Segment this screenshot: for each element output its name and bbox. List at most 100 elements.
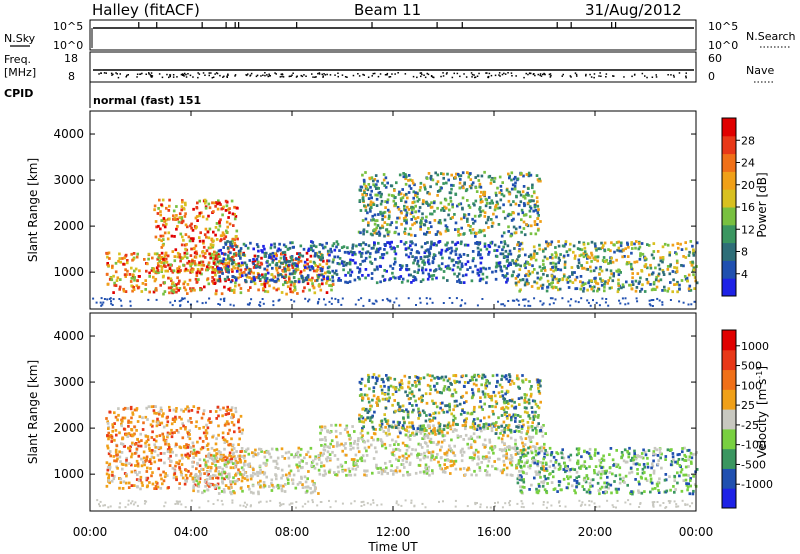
range-cell xyxy=(394,202,397,205)
range-cell xyxy=(125,473,128,476)
range-cell xyxy=(373,446,377,450)
range-cell xyxy=(517,299,520,302)
range-cell xyxy=(113,438,116,442)
range-cell xyxy=(328,431,332,434)
range-cell xyxy=(357,439,360,443)
range-cell xyxy=(509,454,513,457)
range-cell xyxy=(367,375,371,379)
range-cell xyxy=(157,411,161,414)
range-cell xyxy=(154,235,158,239)
range-cell xyxy=(397,232,400,236)
range-cell xyxy=(229,288,232,292)
range-cell xyxy=(472,418,476,421)
range-cell xyxy=(224,252,227,256)
range-cell xyxy=(482,193,485,197)
range-cell xyxy=(397,459,400,462)
range-cell xyxy=(471,458,474,462)
range-cell xyxy=(195,281,199,284)
range-cell xyxy=(184,203,187,207)
range-cell xyxy=(189,417,192,420)
range-cell xyxy=(258,274,261,278)
range-cell xyxy=(218,221,221,225)
range-cell xyxy=(241,476,244,479)
range-cell xyxy=(502,194,506,198)
range-cell xyxy=(106,262,109,265)
range-cell xyxy=(164,472,167,475)
range-cell xyxy=(538,247,541,251)
range-cell xyxy=(374,257,377,261)
range-cell xyxy=(509,234,513,238)
range-cell xyxy=(485,455,488,458)
range-cell xyxy=(115,444,119,448)
range-cell xyxy=(324,271,327,275)
range-cell xyxy=(407,454,411,458)
range-cell xyxy=(473,219,477,223)
range-cell xyxy=(600,283,604,287)
range-cell xyxy=(204,205,208,209)
range-cell xyxy=(469,435,473,439)
range-cell xyxy=(295,463,298,467)
range-cell xyxy=(106,446,110,450)
range-cell xyxy=(367,221,370,225)
range-cell xyxy=(369,200,373,204)
nsky-strip: N.Sky 10^5 10^0 10^5 10^0 N.Search xyxy=(4,19,796,52)
range-cell xyxy=(243,477,247,480)
range-cell xyxy=(443,205,446,209)
range-cell xyxy=(376,250,380,254)
range-cell xyxy=(111,266,114,270)
range-cell xyxy=(542,263,545,266)
range-cell xyxy=(421,268,424,272)
range-cell xyxy=(352,463,355,467)
range-cell xyxy=(292,455,296,459)
range-cell xyxy=(527,465,530,469)
range-cell xyxy=(263,285,267,289)
range-cell xyxy=(179,304,182,307)
range-cell xyxy=(615,258,618,262)
range-cell xyxy=(422,259,425,263)
range-cell xyxy=(155,270,158,274)
range-cell xyxy=(485,473,489,477)
range-cell xyxy=(163,231,167,235)
range-cell xyxy=(549,297,552,300)
range-cell xyxy=(303,268,306,272)
range-cell xyxy=(429,441,433,444)
range-cell xyxy=(510,418,513,422)
range-cell xyxy=(417,397,421,401)
range-cell xyxy=(186,225,189,229)
range-cell xyxy=(333,471,336,474)
range-cell xyxy=(389,376,392,380)
range-cell xyxy=(320,269,324,273)
nsearch-label: N.Search xyxy=(746,30,796,43)
range-cell xyxy=(225,409,228,412)
range-cell xyxy=(309,254,313,258)
range-cell xyxy=(145,455,149,459)
range-cell xyxy=(119,260,122,264)
range-cell xyxy=(386,241,389,244)
range-cell xyxy=(414,243,417,247)
range-cell xyxy=(344,280,347,284)
range-cell xyxy=(359,243,363,246)
range-cell xyxy=(411,223,414,227)
range-cell xyxy=(325,279,329,283)
range-cell xyxy=(551,278,555,281)
range-cell xyxy=(214,204,217,208)
range-cell xyxy=(208,227,212,231)
range-cell xyxy=(175,290,178,294)
range-cell xyxy=(481,443,485,447)
range-cell xyxy=(521,278,525,281)
range-cell xyxy=(129,300,132,303)
range-cell xyxy=(420,217,424,220)
range-cell xyxy=(401,188,404,191)
range-cell xyxy=(455,399,458,403)
range-cell xyxy=(360,251,364,255)
range-cell xyxy=(311,276,314,280)
range-cell xyxy=(438,424,442,428)
range-cell xyxy=(535,281,539,285)
range-cell xyxy=(181,436,185,440)
range-cell xyxy=(486,393,490,396)
range-cell xyxy=(195,225,198,229)
range-cell xyxy=(164,257,168,261)
range-cell xyxy=(277,467,280,470)
range-cell xyxy=(356,459,359,463)
range-cell xyxy=(179,259,182,263)
